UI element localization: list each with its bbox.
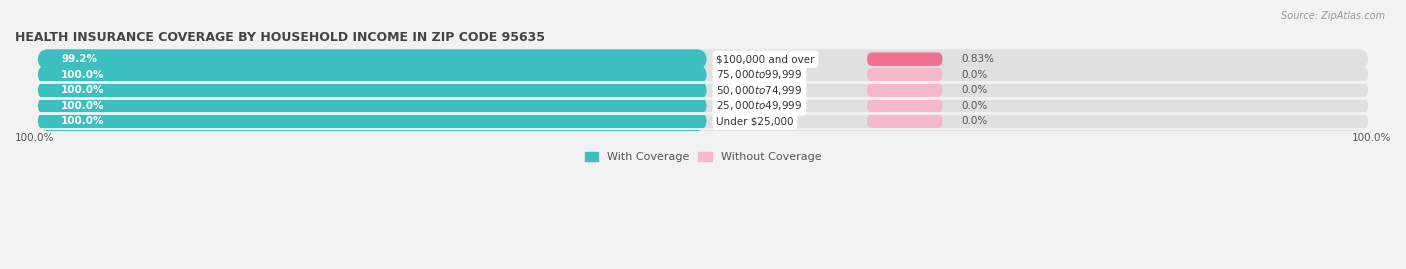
FancyBboxPatch shape (38, 96, 1368, 115)
Text: 100.0%: 100.0% (62, 116, 105, 126)
Text: 99.2%: 99.2% (62, 54, 97, 64)
Text: HEALTH INSURANCE COVERAGE BY HOUSEHOLD INCOME IN ZIP CODE 95635: HEALTH INSURANCE COVERAGE BY HOUSEHOLD I… (15, 30, 546, 44)
Text: 100.0%: 100.0% (62, 85, 105, 95)
Text: $50,000 to $74,999: $50,000 to $74,999 (716, 84, 803, 97)
FancyBboxPatch shape (38, 96, 707, 115)
FancyBboxPatch shape (868, 114, 942, 128)
FancyBboxPatch shape (868, 99, 942, 112)
Text: 100.0%: 100.0% (1351, 133, 1391, 143)
FancyBboxPatch shape (38, 49, 707, 69)
FancyBboxPatch shape (38, 111, 1368, 131)
FancyBboxPatch shape (868, 52, 942, 66)
Text: 0.83%: 0.83% (960, 54, 994, 64)
FancyBboxPatch shape (38, 80, 1368, 100)
Text: 0.0%: 0.0% (960, 116, 987, 126)
Text: 100.0%: 100.0% (15, 133, 55, 143)
Text: 0.0%: 0.0% (960, 70, 987, 80)
Text: $25,000 to $49,999: $25,000 to $49,999 (716, 99, 803, 112)
Text: 100.0%: 100.0% (62, 101, 105, 111)
Text: Under $25,000: Under $25,000 (716, 116, 794, 126)
Legend: With Coverage, Without Coverage: With Coverage, Without Coverage (581, 147, 825, 167)
FancyBboxPatch shape (38, 111, 707, 131)
Text: 0.0%: 0.0% (960, 85, 987, 95)
Text: $100,000 and over: $100,000 and over (716, 54, 814, 64)
Text: Source: ZipAtlas.com: Source: ZipAtlas.com (1281, 11, 1385, 21)
FancyBboxPatch shape (38, 49, 1368, 69)
Text: 100.0%: 100.0% (62, 70, 105, 80)
Text: 0.0%: 0.0% (960, 101, 987, 111)
Text: $75,000 to $99,999: $75,000 to $99,999 (716, 68, 803, 81)
FancyBboxPatch shape (868, 83, 942, 97)
FancyBboxPatch shape (38, 65, 1368, 84)
FancyBboxPatch shape (868, 68, 942, 82)
FancyBboxPatch shape (38, 65, 707, 84)
FancyBboxPatch shape (38, 80, 707, 100)
